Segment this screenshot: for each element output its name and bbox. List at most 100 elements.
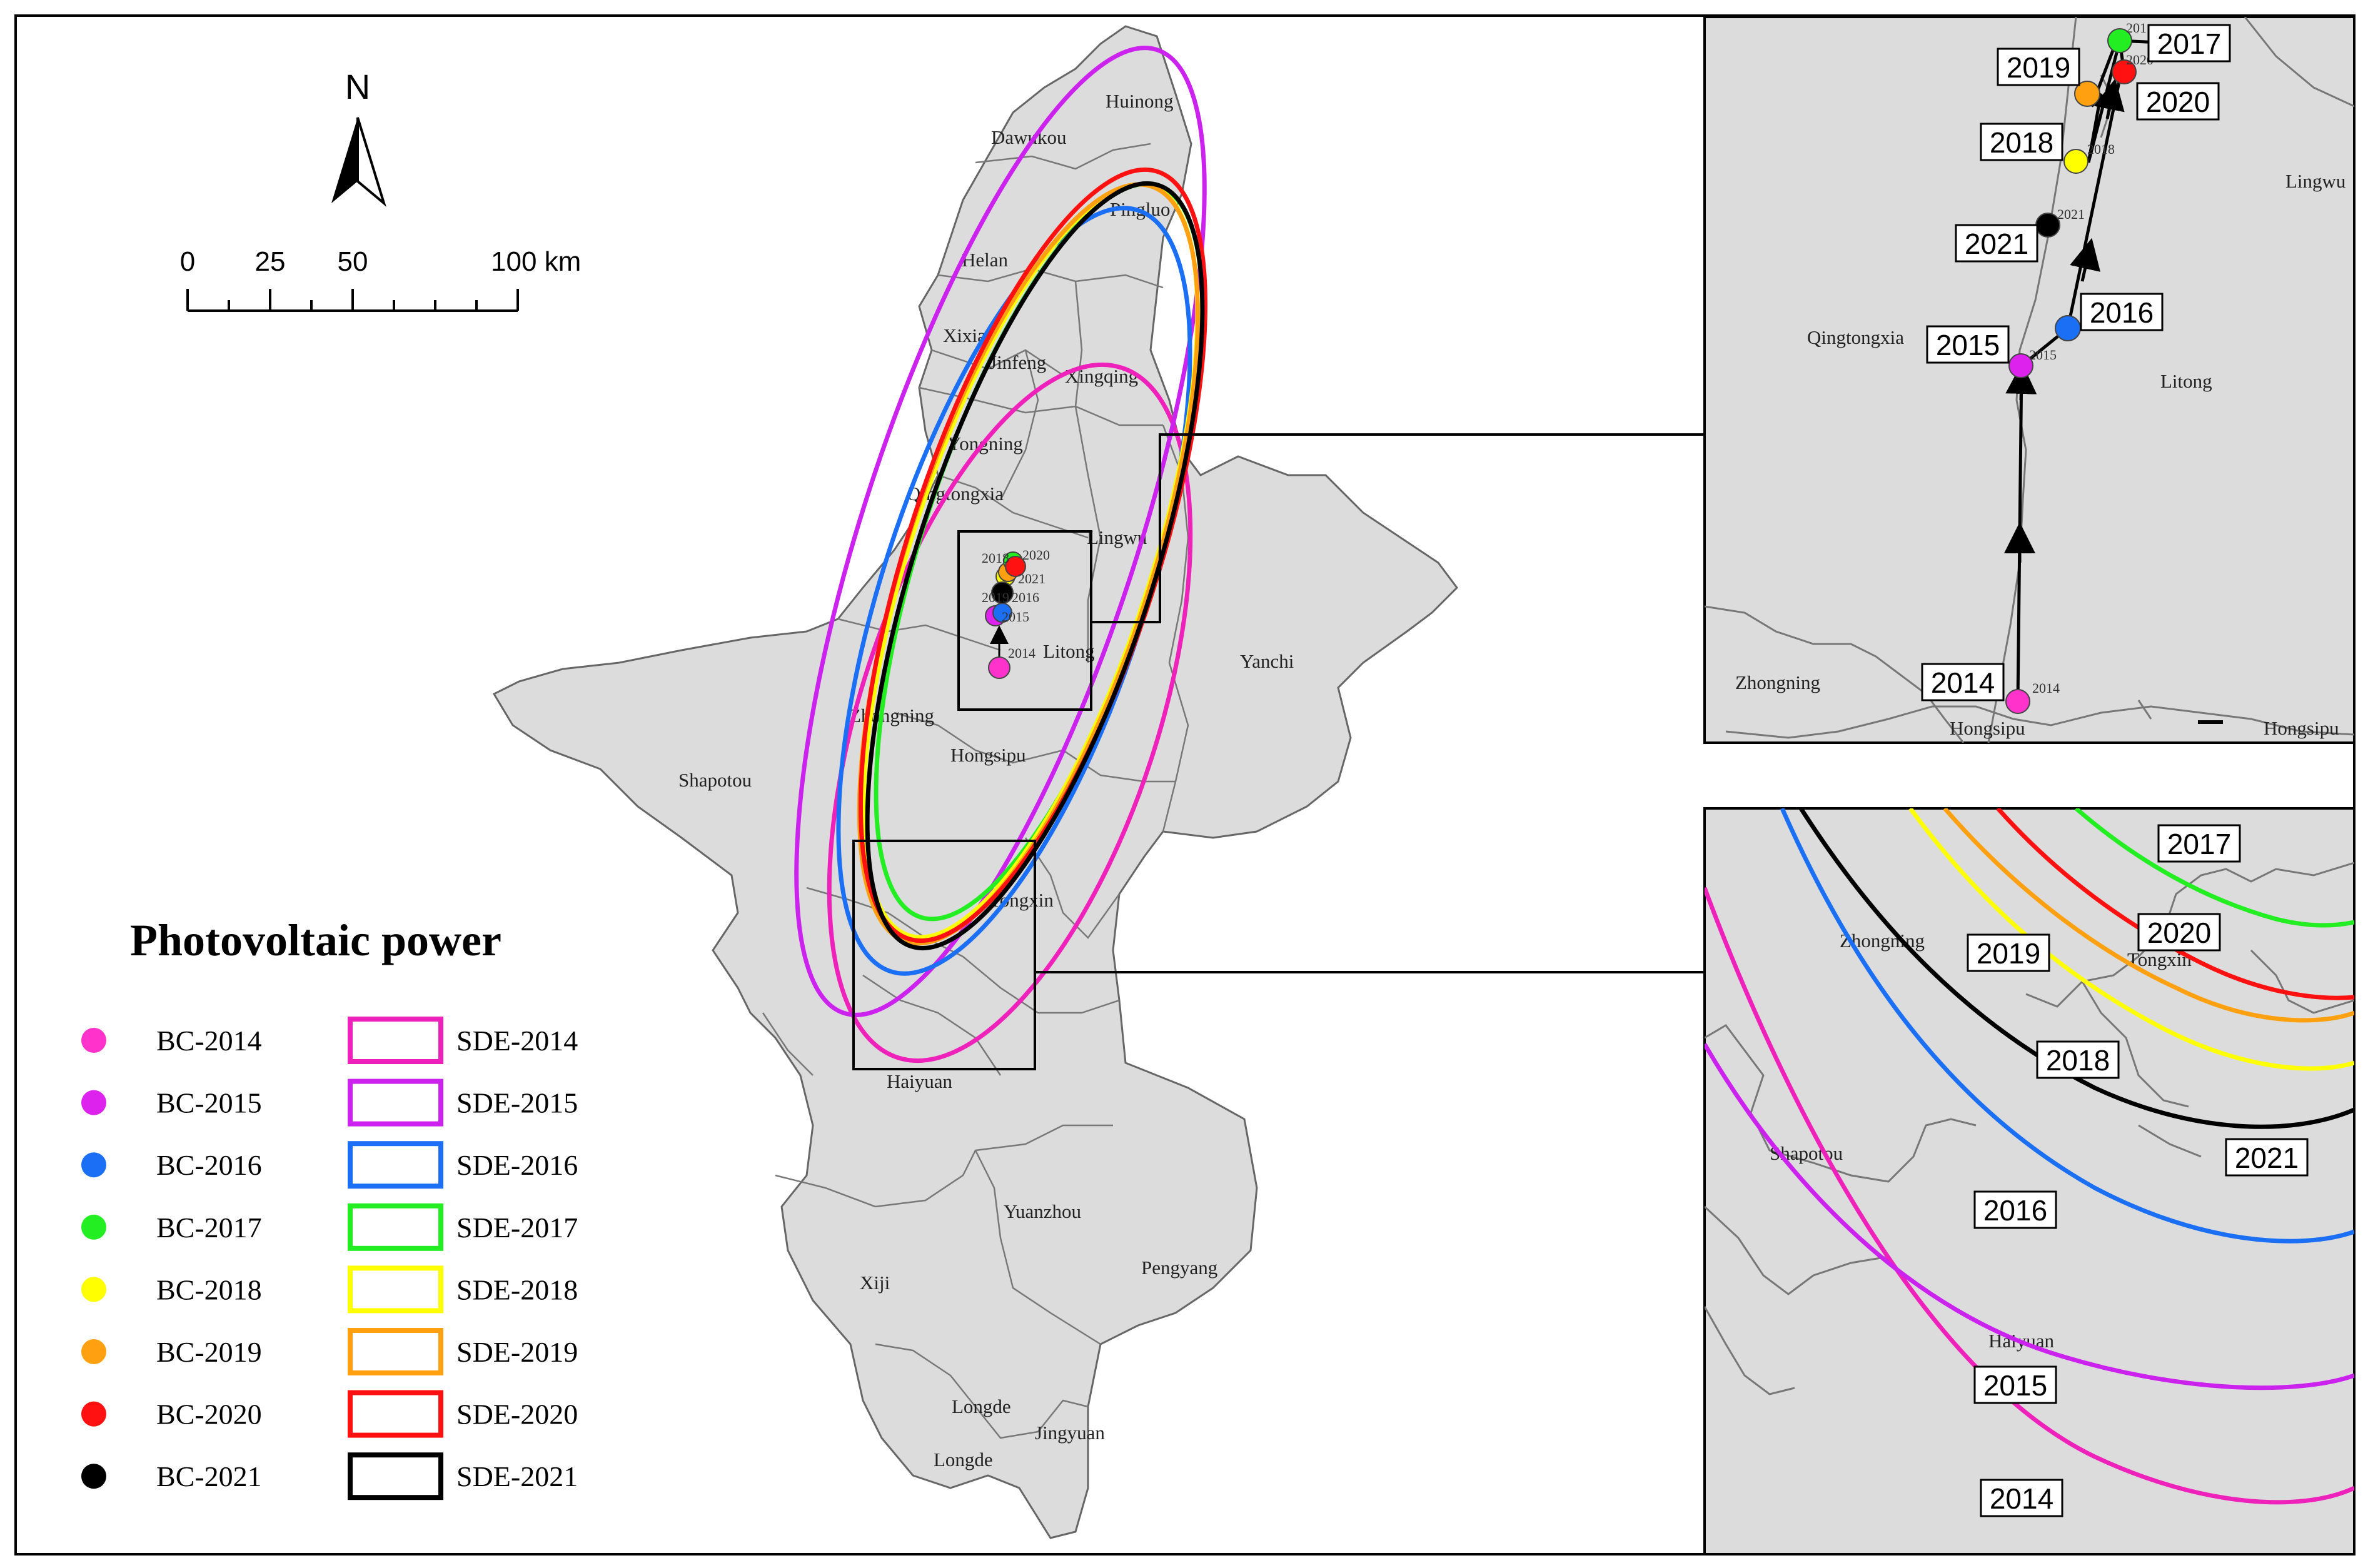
legend-point-label: BC-2014: [156, 1025, 262, 1057]
label-2019: 2019: [2007, 51, 2070, 84]
main-map-place-labels: Huinong Dawukou Pingluo Helan Xixia Jinf…: [678, 90, 1294, 1470]
main-map: Huinong Dawukou Pingluo Helan Xixia Jinf…: [492, 25, 1705, 1539]
legend-ellipse-swatch: [348, 1203, 443, 1251]
north-arrow-right-half: [356, 117, 386, 207]
arc-2019: [1943, 808, 2354, 1023]
inset-bc-2019: [2074, 81, 2100, 107]
legend-ellipse-label: SDE-2019: [456, 1336, 578, 1368]
label-2019: 2019: [1977, 937, 2040, 970]
inset-bc-2021: [2035, 213, 2060, 238]
place-label: Haiyuan: [887, 1070, 953, 1092]
year-mark: 2014: [1008, 645, 1035, 661]
legend-ellipse-label: SDE-2016: [456, 1149, 578, 1181]
inset-bc-2016: [2055, 315, 2081, 341]
label-2017: 2017: [2167, 828, 2231, 860]
place-label: Pengyang: [1141, 1257, 1217, 1279]
inset-small-label: 2015: [2029, 347, 2057, 363]
figure-frame: [14, 14, 2355, 1555]
bc-point-2020: [1005, 556, 1026, 577]
place-label: Jingyuan: [1035, 1422, 1105, 1444]
inset-bc-2015: [2008, 353, 2033, 378]
legend-ellipse-swatch: [348, 1265, 443, 1314]
inset-place-label: Qingtongxia: [1807, 326, 1904, 348]
north-arrow-left-half: [331, 118, 358, 203]
label-2018: 2018: [1990, 126, 2053, 159]
inset-place-label: Litong: [2160, 370, 2212, 392]
zoom-box-centers: [957, 530, 1092, 711]
legend-point-marker: [81, 1214, 106, 1240]
legend-point-label: BC-2016: [156, 1149, 262, 1181]
inset-boxed-labels: 2017 2020 2019 2018 2021 2016 2015 2014: [1967, 824, 2309, 1517]
place-label: Longde: [952, 1395, 1011, 1417]
inset-place-label: Hongsipu: [1950, 717, 2025, 739]
label-2015: 2015: [1936, 329, 2000, 361]
legend-ellipse-swatch: [348, 1141, 443, 1189]
legend-ellipse-label: SDE-2020: [456, 1399, 578, 1430]
inset-bc-2018: [2063, 149, 2088, 174]
north-arrow: N: [331, 67, 386, 207]
legend-point-marker: [81, 1464, 106, 1489]
legend-ellipse-label: SDE-2015: [456, 1087, 578, 1119]
inset-place-label: Hongsipu: [2264, 717, 2339, 739]
legend-ellipse-label: SDE-2021: [456, 1460, 578, 1492]
legend-point-label: BC-2021: [156, 1460, 262, 1492]
label-2016: 2016: [2090, 296, 2154, 329]
inset-bc-2017: [2107, 28, 2132, 53]
legend-point-marker: [81, 1401, 106, 1427]
inset-small-label: 2018: [2087, 141, 2115, 157]
legend-title: Photovoltaic power: [130, 915, 501, 965]
place-label: Hongsipu: [950, 744, 1026, 766]
legend-point-marker: [81, 1028, 106, 1053]
arc-2014: [1705, 887, 2354, 1505]
inset-ellipses: Zhongning Tongxin Shapotou Haiyuan 2017 …: [1703, 807, 2355, 1555]
bc-point-2014: [988, 656, 1010, 679]
label-2021: 2021: [2235, 1142, 2299, 1174]
inset-boxed-labels: 2017 2019 2020 2018 2021 2016 2015 2014: [1921, 24, 2231, 701]
legend-points: BC-2014 BC-2015 BC-2016 BC-2017 BC-2018 BC-20…: [81, 1025, 262, 1492]
region-boundary: [492, 25, 1458, 1539]
scale-tick-label: 25: [255, 246, 286, 277]
place-label: Litong: [1043, 640, 1095, 662]
year-mark: 2015: [1002, 609, 1029, 625]
inset-centers: Lingwu Qingtongxia Litong Zhongning Hong…: [1703, 16, 2355, 744]
legend-ellipse-swatch: [348, 1452, 443, 1500]
connector-line-top: [1091, 433, 1705, 623]
year-mark: 2018: [982, 550, 1009, 566]
legend-ellipse-label: SDE-2014: [456, 1025, 578, 1057]
label-2015: 2015: [1983, 1369, 2047, 1402]
place-label: Jinfeng: [989, 351, 1046, 373]
legend-ellipse-swatch: [348, 1390, 443, 1438]
legend-ellipse-label: SDE-2017: [456, 1212, 578, 1244]
year-mark: 2021: [1018, 571, 1045, 586]
place-label: Yanchi: [1240, 650, 1294, 672]
sde-ellipses: [794, 46, 1208, 1063]
legend-ellipses: SDE-2014 SDE-2015 SDE-2016 SDE-2017 SDE-2018…: [348, 1017, 578, 1500]
inset-place-label: Zhongning: [1735, 671, 1820, 693]
inset-place-label: Lingwu: [2285, 170, 2345, 192]
label-2018: 2018: [2046, 1044, 2110, 1077]
arc-2015: [1705, 1043, 2354, 1390]
inset-frame: [1703, 807, 2355, 1555]
legend-point-label: BC-2018: [156, 1274, 262, 1305]
legend-ellipse-label: SDE-2018: [456, 1274, 578, 1305]
label-2020: 2020: [2146, 86, 2210, 118]
legend-point-label: BC-2015: [156, 1087, 262, 1119]
arc-2020: [1996, 808, 2354, 1000]
legend-ellipse-swatch: [348, 1328, 443, 1375]
main-barycenters: 2014 2015 2016 2018 2019 2020 2021: [982, 547, 1050, 679]
label-2020: 2020: [2147, 917, 2211, 949]
legend-point-label: BC-2019: [156, 1336, 262, 1368]
inset-ellipse-arcs: [1705, 808, 2354, 1505]
inset-small-label: 2021: [2057, 206, 2085, 222]
place-label: Zhongning: [849, 705, 934, 726]
year-mark: 2020: [1022, 547, 1050, 563]
label-2021: 2021: [1965, 228, 2028, 260]
north-label: N: [345, 67, 370, 106]
year-mark: 2016: [1012, 590, 1039, 605]
sde-ellipse-2015: [794, 46, 1207, 1017]
legend-point-label: BC-2017: [156, 1212, 262, 1244]
label-2017: 2017: [2157, 28, 2221, 60]
place-label: Longde: [934, 1449, 993, 1470]
scale-tick-label: 100 km: [491, 246, 581, 277]
place-label: Shapotou: [678, 769, 752, 791]
